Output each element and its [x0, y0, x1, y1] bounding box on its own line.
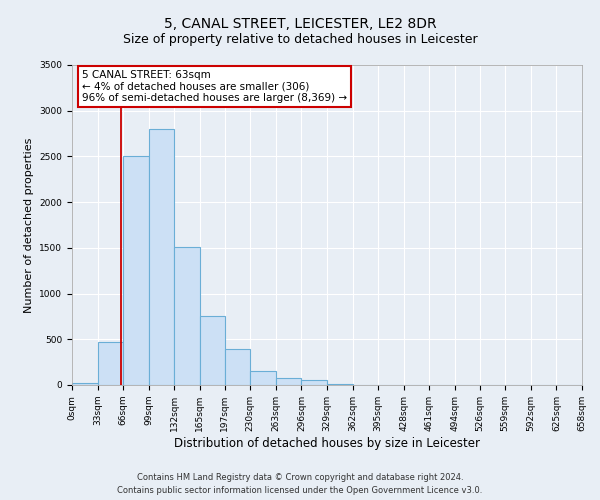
Text: Size of property relative to detached houses in Leicester: Size of property relative to detached ho… [122, 32, 478, 46]
Bar [98, 342, 123, 385]
Y-axis label: Number of detached properties: Number of detached properties [24, 138, 34, 312]
X-axis label: Distribution of detached houses by size in Leicester: Distribution of detached houses by size … [174, 436, 480, 450]
Bar [224, 350, 250, 385]
Bar [123, 156, 149, 385]
Bar [149, 129, 175, 385]
Bar [327, 384, 353, 385]
Text: Contains HM Land Registry data © Crown copyright and database right 2024.
Contai: Contains HM Land Registry data © Crown c… [118, 474, 482, 495]
Bar [200, 316, 224, 385]
Bar [301, 380, 327, 385]
Text: 5, CANAL STREET, LEICESTER, LE2 8DR: 5, CANAL STREET, LEICESTER, LE2 8DR [164, 18, 436, 32]
Bar [175, 247, 200, 385]
Text: 5 CANAL STREET: 63sqm
← 4% of detached houses are smaller (306)
96% of semi-deta: 5 CANAL STREET: 63sqm ← 4% of detached h… [82, 70, 347, 103]
Bar [250, 372, 276, 385]
Bar [72, 382, 98, 385]
Bar [276, 378, 301, 385]
